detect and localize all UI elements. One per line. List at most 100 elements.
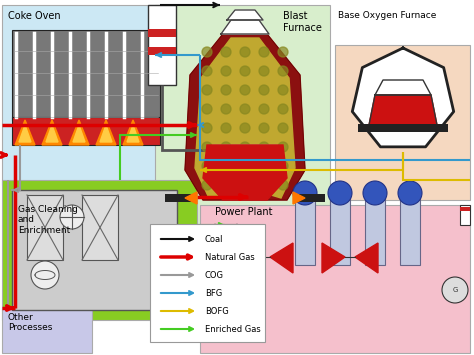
Polygon shape	[237, 243, 260, 273]
Bar	[150, 224, 265, 342]
Bar	[460, 207, 470, 211]
Bar	[295, 195, 315, 265]
Circle shape	[278, 161, 288, 171]
Polygon shape	[352, 48, 454, 147]
Circle shape	[221, 180, 231, 190]
Circle shape	[259, 104, 269, 114]
Circle shape	[278, 47, 288, 57]
Text: Natural Gas: Natural Gas	[205, 252, 255, 262]
Polygon shape	[185, 192, 197, 204]
Bar	[2, 5, 197, 185]
Polygon shape	[209, 145, 281, 192]
Circle shape	[202, 66, 212, 76]
Circle shape	[202, 85, 212, 95]
Circle shape	[278, 123, 288, 133]
Circle shape	[221, 161, 231, 171]
Circle shape	[221, 85, 231, 95]
Circle shape	[240, 85, 250, 95]
Circle shape	[240, 180, 250, 190]
Text: Coke Oven: Coke Oven	[8, 11, 61, 21]
Text: COG: COG	[205, 271, 224, 279]
Circle shape	[202, 123, 212, 133]
Polygon shape	[73, 125, 85, 142]
Circle shape	[278, 142, 288, 152]
Circle shape	[240, 142, 250, 152]
Polygon shape	[368, 95, 438, 130]
Bar	[12, 117, 160, 145]
Text: Other
Processes: Other Processes	[8, 313, 52, 332]
Polygon shape	[100, 125, 112, 142]
Bar	[200, 205, 470, 353]
Bar	[2, 180, 197, 320]
Polygon shape	[221, 20, 269, 34]
Bar	[148, 5, 176, 85]
Text: G: G	[452, 287, 458, 293]
Circle shape	[240, 123, 250, 133]
Bar	[295, 194, 325, 202]
Polygon shape	[293, 192, 305, 204]
Text: Enriched Gas: Enriched Gas	[205, 324, 261, 333]
Circle shape	[240, 66, 250, 76]
Polygon shape	[69, 120, 89, 145]
Circle shape	[221, 66, 231, 76]
Bar	[215, 224, 237, 240]
Bar	[358, 124, 448, 132]
Polygon shape	[42, 120, 62, 145]
Circle shape	[240, 104, 250, 114]
Polygon shape	[203, 145, 287, 200]
Circle shape	[202, 142, 212, 152]
Circle shape	[202, 104, 212, 114]
Bar	[460, 205, 470, 225]
Polygon shape	[15, 120, 35, 145]
Circle shape	[221, 104, 231, 114]
Polygon shape	[322, 243, 345, 273]
Circle shape	[278, 180, 288, 190]
Bar	[165, 194, 195, 202]
Circle shape	[363, 181, 387, 205]
Bar	[12, 30, 160, 120]
Bar	[2, 308, 92, 353]
Circle shape	[221, 47, 231, 57]
Circle shape	[442, 277, 468, 303]
Circle shape	[259, 161, 269, 171]
Circle shape	[259, 180, 269, 190]
Circle shape	[31, 261, 59, 289]
Bar	[400, 195, 420, 265]
Circle shape	[259, 123, 269, 133]
Circle shape	[60, 205, 84, 229]
Polygon shape	[195, 38, 295, 198]
Bar	[27, 195, 63, 260]
Circle shape	[259, 85, 269, 95]
Circle shape	[246, 274, 258, 286]
Polygon shape	[375, 80, 431, 95]
Bar	[335, 45, 470, 200]
Circle shape	[221, 142, 231, 152]
Text: Blast
Furnace: Blast Furnace	[283, 11, 322, 33]
Polygon shape	[355, 243, 378, 273]
Polygon shape	[19, 125, 31, 142]
Circle shape	[240, 161, 250, 171]
Circle shape	[398, 181, 422, 205]
Circle shape	[293, 181, 317, 205]
Bar	[12, 190, 177, 310]
Circle shape	[202, 180, 212, 190]
Circle shape	[202, 47, 212, 57]
Circle shape	[278, 104, 288, 114]
Bar	[155, 5, 330, 225]
Bar	[330, 195, 350, 265]
Text: Coal: Coal	[205, 235, 224, 244]
Text: Base Oxygen Furnace: Base Oxygen Furnace	[338, 11, 437, 20]
Polygon shape	[227, 10, 263, 20]
Bar	[365, 195, 385, 265]
Circle shape	[259, 66, 269, 76]
Polygon shape	[96, 120, 116, 145]
Text: Power Plant: Power Plant	[215, 207, 273, 217]
Polygon shape	[127, 125, 139, 142]
Circle shape	[328, 181, 352, 205]
Text: Gas Cleaning
and
Enrichment: Gas Cleaning and Enrichment	[18, 205, 78, 235]
Circle shape	[259, 47, 269, 57]
Text: BFG: BFG	[205, 289, 222, 297]
Circle shape	[278, 85, 288, 95]
Circle shape	[240, 47, 250, 57]
Circle shape	[259, 142, 269, 152]
